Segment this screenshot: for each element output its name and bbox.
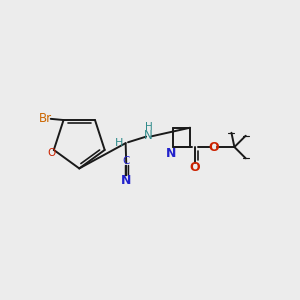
Text: H: H — [145, 122, 152, 132]
Text: N: N — [144, 129, 153, 142]
Text: O: O — [190, 161, 200, 174]
Text: C: C — [122, 156, 130, 166]
Text: N: N — [121, 174, 131, 187]
Text: O: O — [208, 140, 219, 154]
Text: N: N — [166, 147, 177, 160]
Text: O: O — [47, 148, 56, 158]
Text: H: H — [115, 138, 123, 148]
Text: Br: Br — [39, 112, 52, 125]
